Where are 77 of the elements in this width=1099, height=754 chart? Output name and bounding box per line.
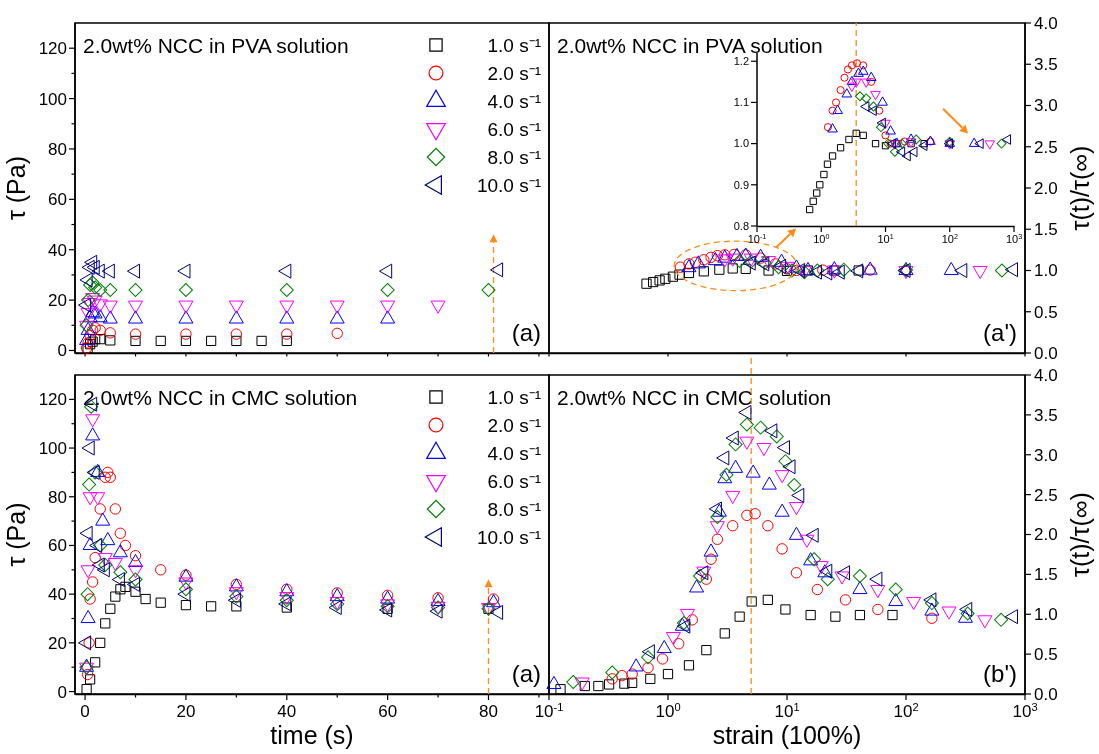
annotation: (a') — [983, 319, 1017, 346]
legend-label: 10.0 s⁻¹ — [476, 174, 541, 196]
text: 2.0wt% NCC in PVA solution — [557, 34, 823, 57]
y-tick-label: 3.0 — [1034, 445, 1058, 465]
y-tick-label: 3.5 — [1034, 405, 1058, 425]
text: 2.0wt% NCC in CMC solution — [83, 386, 358, 409]
y-tick-label: 100 — [38, 89, 67, 109]
legend-label: 6.0 s⁻¹ — [487, 470, 541, 492]
text: 2.0wt% NCC in PVA solution — [83, 34, 349, 57]
legend-label: 8.0 s⁻¹ — [487, 498, 541, 520]
x-tick-label: 10$^{2}$ — [941, 233, 958, 245]
y-tick-label: 120 — [38, 39, 67, 59]
y-tick-label: 80 — [48, 139, 67, 159]
x-tick-label: 40 — [277, 702, 297, 721]
y-axis-title: τ(t)/τ(∞) — [1066, 145, 1094, 231]
y-tick-label: 1.0 — [1034, 261, 1058, 281]
y-tick-label: 0 — [57, 341, 67, 361]
annotation: (b') — [983, 660, 1017, 687]
x-tick-label: 10$^{3}$ — [1012, 701, 1038, 721]
legend-label: 10.0 s⁻¹ — [476, 526, 541, 548]
legend-label: 4.0 s⁻¹ — [487, 90, 541, 112]
y-axis-title: τ (Pa) — [2, 502, 30, 567]
x-tick-label: 10$^{2}$ — [893, 701, 919, 721]
y-tick-label: 0.0 — [1034, 343, 1058, 363]
y-tick-label: 0.0 — [1034, 684, 1058, 704]
y-tick-label: 60 — [48, 190, 67, 210]
legend-label: 1.0 s⁻¹ — [487, 386, 541, 408]
x-tick-label: 10$^{0}$ — [655, 701, 681, 721]
text: 2.0wt% NCC in CMC solution — [557, 386, 832, 409]
y-axis-title: τ(t)/τ(∞) — [1066, 492, 1094, 577]
legend-label: 1.0 s⁻¹ — [487, 34, 541, 56]
y-tick-label: 0 — [57, 682, 67, 702]
y-tick-label: 1.2 — [733, 55, 749, 68]
y-tick-label: 1.1 — [733, 96, 749, 109]
annotation: (a) — [511, 319, 541, 346]
y-tick-label: 2.0 — [1034, 525, 1058, 545]
x-tick-label: 10$^{1}$ — [877, 233, 894, 245]
y-tick-label: 3.5 — [1034, 55, 1058, 75]
y-tick-label: 0.5 — [1034, 645, 1058, 665]
y-tick-label: 100 — [38, 439, 67, 458]
annotation: (a) — [511, 660, 541, 687]
y-tick-label: 2.0 — [1034, 178, 1058, 198]
x-tick-label: 10$^{3}$ — [1005, 233, 1023, 245]
x-axis-title: strain (100%) — [712, 721, 862, 749]
x-axis-title: time (s) — [270, 721, 354, 749]
y-tick-label: 60 — [48, 536, 67, 556]
y-tick-label: 80 — [48, 487, 67, 507]
legend-label: 8.0 s⁻¹ — [487, 146, 541, 168]
legend-label: 6.0 s⁻¹ — [487, 118, 541, 140]
legend-label: 2.0 s⁻¹ — [487, 414, 541, 436]
x-tick-label: 10$^{1}$ — [774, 701, 800, 721]
legend-label: 2.0 s⁻¹ — [487, 62, 541, 84]
x-tick-label: 20 — [176, 702, 196, 721]
y-tick-label: 1.5 — [1034, 565, 1058, 585]
y-tick-label: 4.0 — [1034, 365, 1058, 385]
y-tick-label: 1.0 — [1034, 605, 1058, 625]
x-tick-label: 10$^{0}$ — [813, 233, 830, 245]
y-tick-label: 2.5 — [1034, 485, 1058, 505]
y-tick-label: 20 — [48, 633, 67, 653]
y-tick-label: 0.8 — [733, 219, 749, 232]
y-tick-label: 1.5 — [1034, 220, 1058, 240]
x-tick-label: 60 — [378, 702, 398, 721]
y-tick-label: 0.9 — [733, 178, 749, 191]
y-tick-label: 3.0 — [1034, 96, 1058, 116]
y-tick-label: 1.0 — [733, 137, 749, 150]
y-tick-label: 120 — [38, 390, 67, 410]
y-tick-label: 4.0 — [1034, 13, 1058, 33]
legend-label: 4.0 s⁻¹ — [487, 442, 541, 464]
y-tick-label: 20 — [48, 291, 67, 311]
x-tick-label: 10$^{-1}$ — [534, 701, 564, 721]
y-tick-label: 40 — [48, 585, 67, 605]
y-axis-title: τ (Pa) — [2, 155, 30, 221]
x-tick-label: 0 — [80, 702, 90, 721]
y-tick-label: 0.5 — [1034, 302, 1058, 322]
x-tick-label: 10$^{-1}$ — [747, 233, 767, 245]
y-tick-label: 2.5 — [1034, 137, 1058, 157]
x-tick-label: 80 — [479, 702, 498, 721]
